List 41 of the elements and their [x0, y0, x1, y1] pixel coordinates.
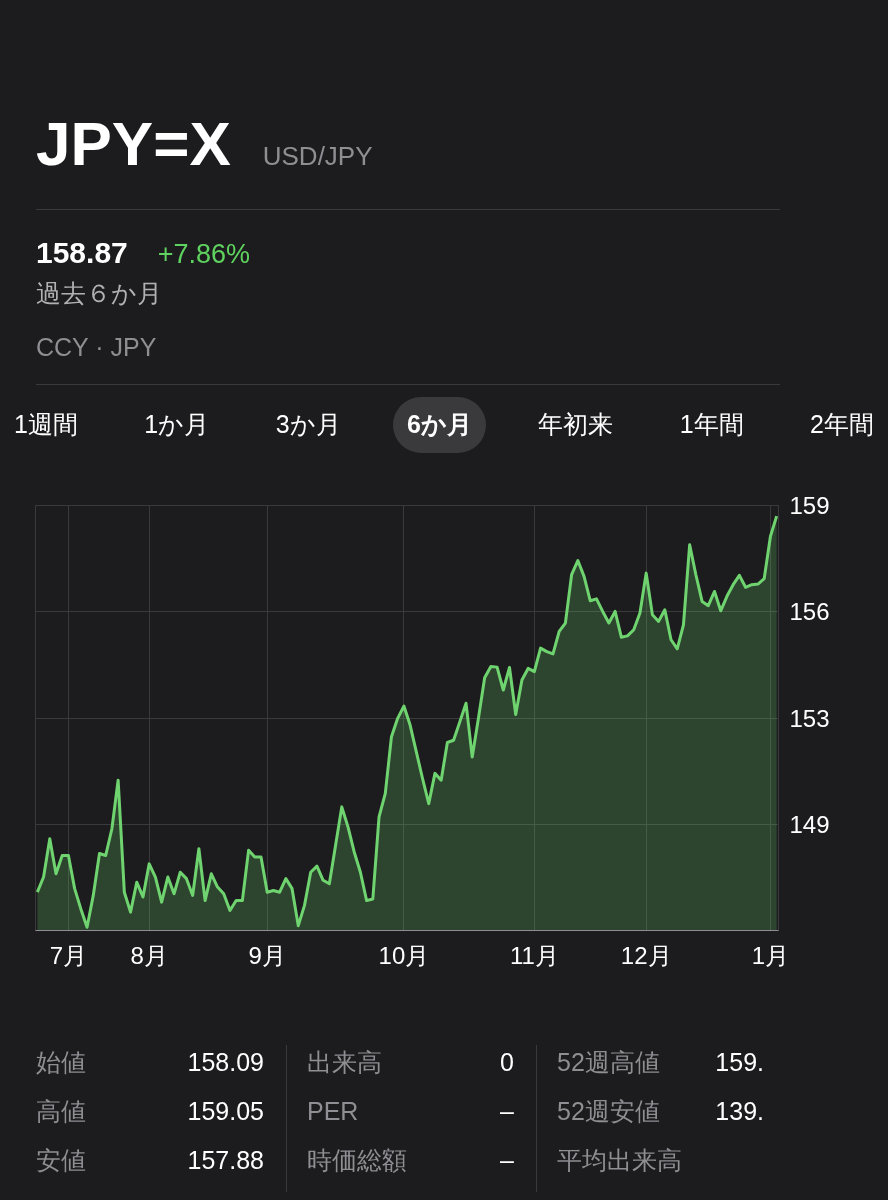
text: 52週安値 — [557, 1096, 660, 1127]
text: 158.87 — [36, 235, 128, 269]
text: 過去６か月 — [36, 278, 163, 310]
x-tick-label: 1月 — [751, 941, 790, 969]
x-tick-label: 12月 — [620, 941, 672, 969]
text: PER — [307, 1096, 359, 1127]
y-tick-label: 159 — [789, 492, 830, 519]
text: 始値 — [36, 1047, 86, 1078]
x-tick-label: 8月 — [130, 941, 168, 969]
text: 高値 — [36, 1096, 86, 1127]
chart-title: JPY=X — [36, 108, 231, 180]
text: – — [500, 1096, 514, 1127]
text: 158.09 — [187, 1047, 264, 1078]
text: 年初来 — [537, 408, 615, 440]
text: – — [500, 1145, 514, 1176]
text: 157.88 — [187, 1145, 264, 1176]
chart-subtitle: USD/JPY — [262, 140, 373, 173]
text: 2年間 — [809, 408, 875, 440]
x-tick-label: 9月 — [248, 941, 286, 969]
text: 0 — [500, 1047, 514, 1078]
text: 159. — [715, 1047, 764, 1078]
y-tick-label: 153 — [789, 704, 830, 732]
x-tick-label: 10月 — [378, 941, 430, 969]
text: 52週高値 — [557, 1047, 660, 1078]
text: 1年間 — [678, 408, 745, 440]
text: 159.05 — [187, 1096, 264, 1127]
text: 出来高 — [307, 1047, 382, 1078]
x-tick-label: 7月 — [49, 941, 88, 969]
y-tick-label: 156 — [789, 598, 830, 626]
text: 139. — [715, 1096, 764, 1127]
y-tick-label: 149 — [789, 810, 830, 838]
text: +7.86% — [157, 238, 251, 269]
text: CCY · JPY — [36, 332, 158, 364]
text: 6か月 — [392, 396, 486, 453]
text: 1か月 — [143, 408, 211, 440]
text: 平均出来高 — [557, 1145, 682, 1176]
text: 3か月 — [274, 408, 342, 440]
x-tick-label: 11月 — [509, 941, 559, 969]
text: 1週間 — [13, 408, 79, 440]
text: 安値 — [36, 1145, 86, 1176]
text: 時価総額 — [307, 1145, 407, 1176]
